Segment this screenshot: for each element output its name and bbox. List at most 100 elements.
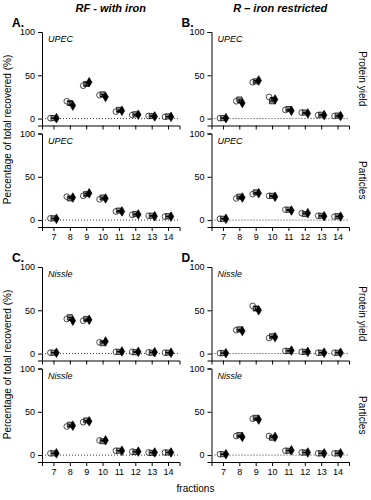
error-bars [221, 418, 340, 454]
point [272, 432, 277, 441]
x-tick-mark [135, 462, 136, 466]
right-label: Particles [357, 161, 368, 199]
error-bar [286, 450, 290, 451]
strain-label: UPEC [48, 34, 74, 44]
x-tick-mark [152, 227, 153, 231]
y-axis: 050100 [20, 262, 43, 361]
point [100, 92, 105, 97]
x-tick [86, 361, 87, 365]
x-tick-mark [321, 227, 322, 231]
point [272, 95, 277, 104]
point [70, 193, 75, 202]
x-tick-mark [53, 227, 54, 231]
error-bar [166, 116, 170, 117]
x-axis: 7891011121314 [212, 462, 350, 477]
x-tick [53, 361, 54, 365]
x-axis-line [212, 463, 350, 467]
error-bar [166, 216, 170, 217]
error-bar [336, 352, 340, 353]
error-bar [133, 451, 137, 452]
x-tick-mark [223, 462, 224, 466]
x-tick-label: 14 [333, 467, 343, 477]
panel: 050100NissleC.Percentage of total recove… [2, 251, 180, 439]
error-bar [303, 452, 307, 453]
x-tick: 11 [115, 462, 124, 477]
x-tick: 8 [237, 462, 242, 477]
error-bar [270, 195, 274, 197]
x-tick-label: 14 [164, 232, 174, 242]
y-tick-label: 100 [189, 364, 204, 374]
x-tick: 11 [284, 227, 293, 242]
y-tick-mark [208, 134, 212, 135]
y-tick: 100 [189, 364, 211, 374]
error-bar [117, 210, 121, 212]
error-bar [336, 453, 340, 454]
y-tick-label: 100 [189, 129, 204, 139]
x-tick-mark [272, 126, 273, 130]
point [237, 327, 242, 332]
replicate-series [223, 188, 343, 223]
error-bar [150, 352, 154, 353]
error-bar [51, 218, 55, 219]
error-bar [166, 452, 170, 453]
panel: 7891011121314050100NissleParticles [189, 364, 368, 478]
x-tick-mark [272, 361, 273, 365]
x-tick-label: 11 [115, 467, 124, 477]
error-bar [84, 83, 88, 86]
x-tick-label: 11 [284, 232, 293, 242]
x-tick-label: 10 [268, 467, 278, 477]
x-tick [168, 361, 169, 365]
x-tick [135, 361, 136, 365]
point [70, 421, 75, 430]
strain-label: UPEC [218, 34, 244, 44]
x-tick-mark [305, 126, 306, 130]
error-bar [117, 110, 121, 111]
x-tick-mark [305, 462, 306, 466]
x-tick: 13 [317, 462, 327, 477]
column-title: RF - with iron [76, 2, 147, 14]
strain-label: Nissle [218, 371, 243, 381]
x-tick-mark [53, 462, 54, 466]
reference-line [42, 455, 180, 456]
y-tick-label: 50 [25, 71, 35, 81]
x-tick-mark [103, 126, 104, 130]
reference-line [42, 118, 180, 119]
x-tick [239, 126, 240, 130]
x-tick-mark [103, 361, 104, 365]
x-axis-line [43, 361, 181, 365]
y-tick: 0 [30, 215, 42, 225]
y-tick-mark [38, 177, 42, 178]
y-axis: 050100 [189, 27, 212, 126]
x-axis [212, 361, 350, 365]
x-tick-mark [338, 462, 339, 466]
replicate-series [223, 76, 343, 123]
error-bar [101, 440, 105, 442]
y-tick-mark [208, 177, 212, 178]
reference-line [212, 455, 350, 456]
y-axis: 050100 [189, 129, 212, 228]
y-tick: 50 [194, 71, 211, 81]
y-axis-line [38, 134, 43, 228]
x-tick-mark [152, 126, 153, 130]
error-bars [221, 306, 340, 353]
y-axis-line [38, 33, 43, 127]
error-bar [150, 115, 154, 116]
x-tick [338, 126, 339, 130]
error-bars [51, 421, 170, 454]
x-tick [305, 361, 306, 365]
y-tick: 50 [25, 407, 42, 417]
error-bar [150, 215, 154, 216]
panel: 7891011121314050100Nisslefractions [20, 364, 214, 494]
x-tick-mark [152, 361, 153, 365]
x-tick: 11 [284, 462, 293, 477]
x-tick [239, 361, 240, 365]
x-axis-line [212, 361, 350, 365]
y-axis: 050100 [189, 262, 212, 361]
x-tick-mark [305, 227, 306, 231]
error-bar [303, 112, 307, 114]
x-axis: 7891011121314 [212, 227, 350, 242]
y-tick-mark [208, 119, 212, 120]
x-axis [43, 126, 181, 130]
y-tick: 50 [25, 71, 42, 81]
error-bars [51, 193, 170, 218]
